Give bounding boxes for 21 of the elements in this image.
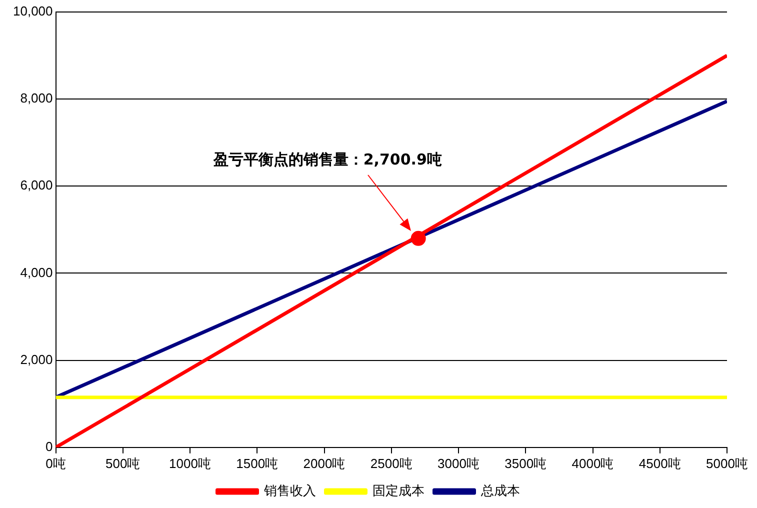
y-tick-label: 10,000 — [12, 4, 53, 19]
legend-label: 总成本 — [480, 484, 520, 499]
y-tick-label: 8,000 — [20, 90, 53, 106]
x-tick-label: 4500吨 — [638, 456, 681, 471]
x-tick-label: 4000吨 — [572, 456, 614, 471]
y-tick-label: 0 — [46, 438, 53, 454]
y-tick-label: 4,000 — [20, 264, 53, 280]
x-tick-label: 3500吨 — [504, 456, 547, 471]
x-tick-label: 5000吨 — [706, 456, 748, 471]
y-tick-label: 2,000 — [20, 352, 53, 367]
annotation: 盈亏平衡点的销售量：2,700.9吨 — [212, 150, 442, 168]
x-tick-label: 0吨 — [46, 456, 66, 471]
y-tick-label: 6,000 — [20, 178, 53, 193]
x-tick-label: 1500吨 — [236, 456, 278, 471]
x-tick-label: 500吨 — [106, 456, 140, 471]
x-tick-label: 2500吨 — [370, 456, 412, 471]
x-tick-label: 3000吨 — [438, 456, 480, 471]
x-tick-label: 1000吨 — [169, 456, 211, 471]
legend-label: 销售收入 — [262, 484, 316, 499]
x-tick-label: 2000吨 — [303, 456, 346, 471]
legend-label: 固定成本 — [372, 484, 424, 499]
